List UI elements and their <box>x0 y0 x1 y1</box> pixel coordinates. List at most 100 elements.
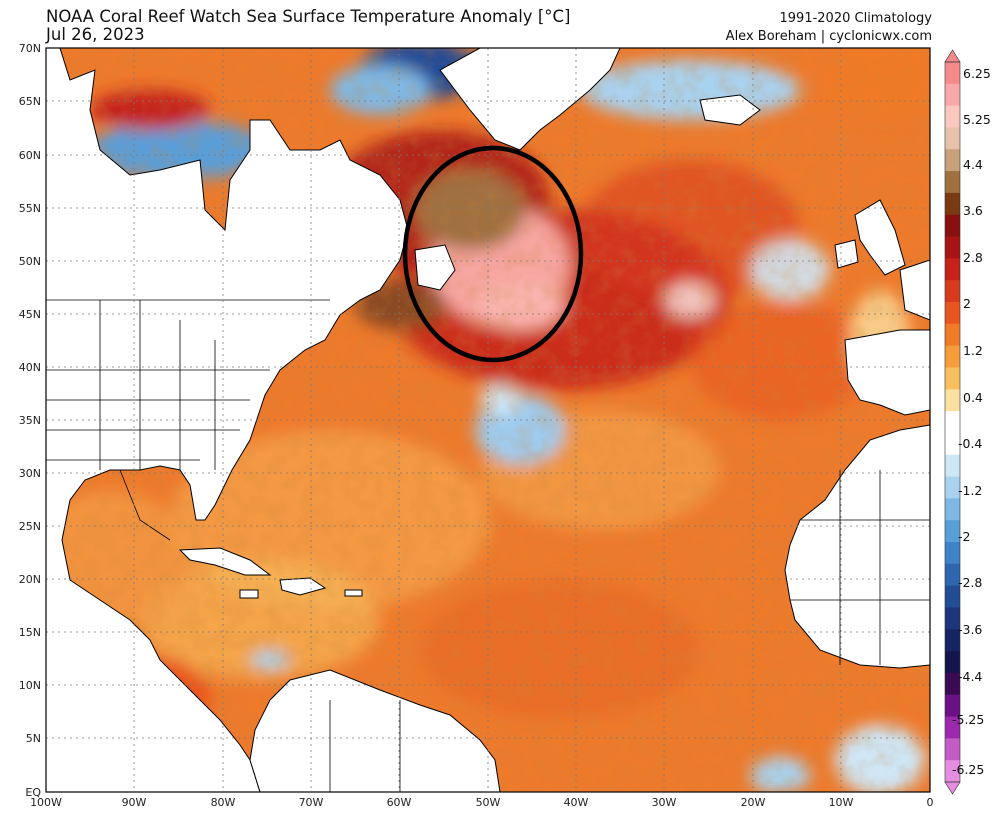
colorbar-label: 4.4 <box>963 157 983 172</box>
lat-label: 15N <box>19 626 41 639</box>
colorbar-swatch <box>945 629 960 652</box>
colorbar-labels: 6.25 5.25 4.4 3.6 2.8 2 1.2 0.4 -0.4 -1.… <box>952 66 991 777</box>
colorbar-swatch <box>945 542 960 565</box>
colorbar-swatch <box>945 520 960 543</box>
colorbar-swatch <box>945 105 960 129</box>
lon-label: 10W <box>829 796 854 809</box>
colorbar-swatch <box>945 149 960 172</box>
lat-label: 30N <box>19 467 41 480</box>
colorbar-label: -1.2 <box>958 483 982 498</box>
lat-label: 20N <box>19 573 41 586</box>
colorbar-swatch <box>945 411 960 434</box>
lat-label: 65N <box>19 95 41 108</box>
lat-label: EQ <box>25 786 41 799</box>
lat-label: 25N <box>19 520 41 533</box>
lon-label: 80W <box>211 796 236 809</box>
colorbar-label: -5.25 <box>952 712 984 727</box>
lon-label: 70W <box>299 796 324 809</box>
lon-label: 40W <box>564 796 589 809</box>
colorbar-label: 3.6 <box>963 203 983 218</box>
map-title: NOAA Coral Reef Watch Sea Surface Temper… <box>46 8 570 44</box>
south-america <box>249 669 501 792</box>
colorbar-swatch <box>945 214 960 238</box>
colorbar-swatch <box>945 236 960 259</box>
lat-label: 70N <box>19 42 41 55</box>
colorbar-swatch <box>945 367 960 390</box>
colorbar-swatch <box>945 62 960 85</box>
heatwave-highlight-ellipse <box>402 145 584 363</box>
colorbar-swatch <box>945 563 960 587</box>
colorbar-swatch <box>945 607 960 630</box>
lon-label: 100W <box>30 796 62 809</box>
map-frame <box>45 47 931 793</box>
lat-label: 60N <box>19 149 41 162</box>
lon-label: 50W <box>476 796 501 809</box>
colorbar-frame <box>944 61 961 783</box>
lat-label: 10N <box>19 679 41 692</box>
colorbar-swatch <box>945 345 960 369</box>
colorbar-label: -2 <box>958 529 970 544</box>
colorbar-label: 2 <box>963 296 971 311</box>
author-credit: Alex Boreham | cyclonicwx.com <box>725 29 932 44</box>
lon-label: 0 <box>927 796 934 809</box>
colorbar-swatch <box>945 258 960 281</box>
colorbar-label: 2.8 <box>963 250 983 265</box>
colorbar-label: -3.6 <box>958 622 982 637</box>
lon-label: 90W <box>122 796 147 809</box>
lat-label: 5N <box>26 732 41 745</box>
hispaniola <box>279 577 327 596</box>
colorbar-swatch <box>945 127 960 150</box>
title-line-1: NOAA Coral Reef Watch Sea Surface Temper… <box>46 7 571 26</box>
longitude-labels: 100W 90W 80W 70W 60W 50W 40W 30W 20W 10W… <box>30 796 933 809</box>
lat-label: 55N <box>19 202 41 215</box>
climatology-label: 1991-2020 Climatology <box>779 11 932 26</box>
colorbar-swatch <box>945 716 960 739</box>
colorbar-swatch <box>945 738 960 761</box>
colorbar-swatch <box>945 192 960 216</box>
colorbar-swatch <box>945 760 960 783</box>
greenland <box>439 48 621 151</box>
colorbar-swatch <box>945 83 960 107</box>
jamaica <box>239 589 259 599</box>
iceland <box>699 94 761 126</box>
cuba <box>178 547 272 576</box>
colorbar-swatch <box>945 432 960 456</box>
iberia <box>844 329 930 416</box>
colorbar-label: -4.4 <box>958 669 982 684</box>
newfoundland <box>414 244 456 291</box>
latitude-labels: 70N 65N 60N 55N 50N 45N 40N 35N 30N 25N … <box>19 42 42 799</box>
colorbar-swatch <box>945 280 960 303</box>
colorbar-swatch <box>945 171 960 194</box>
colorbar-min-arrow <box>944 781 961 795</box>
colorbar-swatch <box>945 585 960 609</box>
colorbar-label: -2.8 <box>958 575 982 590</box>
lat-label: 35N <box>19 414 41 427</box>
colorbar-swatch <box>945 323 960 347</box>
british-isles <box>854 199 906 276</box>
colorbar-label: -6.25 <box>952 762 984 777</box>
puerto-rico <box>344 589 363 597</box>
colorbar-swatch <box>945 389 960 412</box>
graticule <box>46 48 930 792</box>
colorbar-label: 6.25 <box>963 66 991 81</box>
colorbar <box>944 49 961 795</box>
political-borders <box>46 299 930 792</box>
colorbar-swatch <box>945 672 960 696</box>
lat-label: 45N <box>19 308 41 321</box>
colorbar-max-arrow <box>944 49 961 63</box>
africa <box>784 424 930 669</box>
lat-label: 50N <box>19 255 41 268</box>
lon-label: 30W <box>652 796 677 809</box>
colorbar-swatch <box>945 498 960 521</box>
colorbar-label: -0.4 <box>958 436 982 451</box>
europe <box>899 259 930 321</box>
colorbar-swatch <box>945 454 960 478</box>
colorbar-swatch <box>945 302 960 325</box>
colorbar-label: 5.25 <box>963 112 991 127</box>
colorbar-label: 0.4 <box>963 390 983 405</box>
map-credit: 1991-2020 Climatology Alex Boreham | cyc… <box>726 10 932 46</box>
map-field <box>46 48 930 792</box>
title-line-2: Jul 26, 2023 <box>46 25 145 44</box>
